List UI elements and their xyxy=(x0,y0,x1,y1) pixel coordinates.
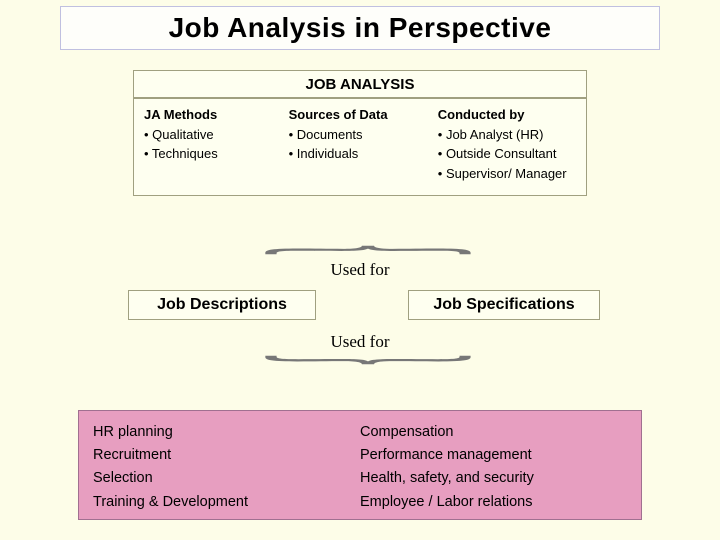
outcomes-left: HR planning Recruitment Selection Traini… xyxy=(93,421,360,509)
col-item: • Techniques xyxy=(144,144,269,164)
outcome-item: Training & Development xyxy=(93,491,360,514)
outcome-item: Health, safety, and security xyxy=(360,467,627,490)
outcome-item: Employee / Labor relations xyxy=(360,491,627,514)
col-item: • Supervisor/ Manager xyxy=(438,164,576,184)
col-heading: JA Methods xyxy=(144,105,269,125)
col-item: • Documents xyxy=(289,125,418,145)
outcomes-right: Compensation Performance management Heal… xyxy=(360,421,627,509)
col-heading: Sources of Data xyxy=(289,105,418,125)
col-item: • Qualitative xyxy=(144,125,269,145)
col-sources: Sources of Data • Documents • Individual… xyxy=(279,99,428,195)
job-specifications-box: Job Specifications xyxy=(408,290,600,320)
job-descriptions-box: Job Descriptions xyxy=(128,290,316,320)
brace-icon: ︷ xyxy=(260,215,476,262)
outcome-item: Recruitment xyxy=(93,444,360,467)
page-title-box: Job Analysis in Perspective xyxy=(60,6,660,50)
col-item: • Outside Consultant xyxy=(438,144,576,164)
outcome-item: Selection xyxy=(93,467,360,490)
outcome-item: HR planning xyxy=(93,421,360,444)
outcome-item: Performance management xyxy=(360,444,627,467)
brace-icon: ︷ xyxy=(260,349,476,396)
page-title: Job Analysis in Perspective xyxy=(169,12,552,44)
analysis-header: JOB ANALYSIS xyxy=(133,70,587,98)
connector-label: Used for xyxy=(0,332,720,352)
col-methods: JA Methods • Qualitative • Techniques xyxy=(134,99,279,195)
col-conducted: Conducted by • Job Analyst (HR) • Outsid… xyxy=(428,99,586,195)
outcome-item: Compensation xyxy=(360,421,627,444)
col-item: • Job Analyst (HR) xyxy=(438,125,576,145)
outcomes-box: HR planning Recruitment Selection Traini… xyxy=(78,410,642,520)
analysis-columns: JA Methods • Qualitative • Techniques So… xyxy=(133,98,587,196)
col-item: • Individuals xyxy=(289,144,418,164)
connector-label: Used for xyxy=(0,260,720,280)
col-heading: Conducted by xyxy=(438,105,576,125)
